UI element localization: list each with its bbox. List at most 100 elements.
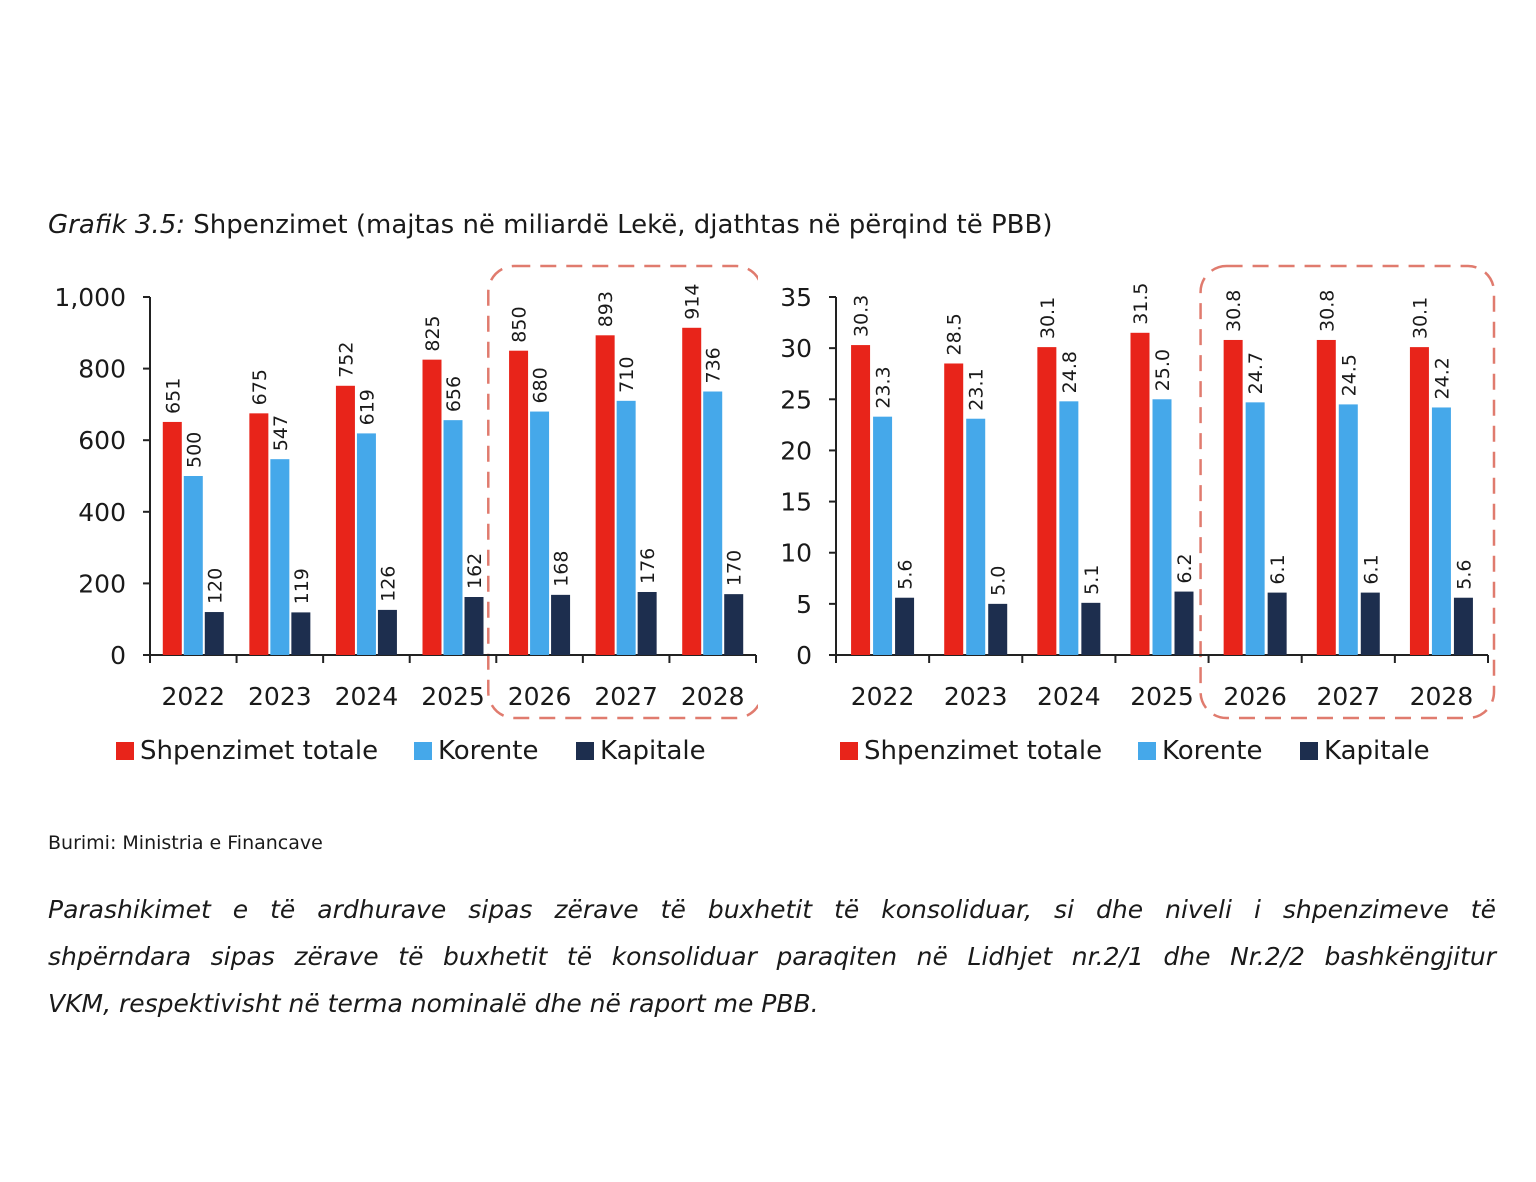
left-y-tick-label: 0 bbox=[110, 641, 126, 670]
left-data-label: 675 bbox=[249, 369, 271, 405]
left-legend-swatch bbox=[414, 742, 432, 760]
left-bar-korente bbox=[703, 391, 723, 655]
left-y-tick-label: 600 bbox=[78, 426, 126, 455]
right-bar-kapitale bbox=[1360, 592, 1380, 655]
left-x-tick-label: 2026 bbox=[508, 682, 572, 711]
left-y-tick-label: 400 bbox=[78, 498, 126, 527]
right-x-tick-label: 2023 bbox=[944, 682, 1008, 711]
right-data-label: 25.0 bbox=[1152, 349, 1174, 391]
left-data-label: 752 bbox=[335, 342, 357, 378]
right-x-tick-label: 2027 bbox=[1316, 682, 1380, 711]
right-y-tick-label: 20 bbox=[780, 436, 812, 465]
right-bar-kapitale bbox=[1174, 591, 1194, 655]
right-bar-korente bbox=[873, 416, 893, 655]
left-bar-korente bbox=[270, 459, 290, 655]
right-forecast-highlight-box bbox=[1199, 264, 1496, 720]
right-data-label: 28.5 bbox=[944, 313, 966, 355]
left-data-label: 893 bbox=[595, 291, 617, 327]
right-data-label: 5.1 bbox=[1081, 565, 1103, 595]
right-data-label: 5.6 bbox=[895, 560, 917, 590]
left-data-label: 850 bbox=[509, 306, 531, 342]
right-bar-shpenzimet-totale bbox=[1223, 339, 1243, 655]
left-bar-kapitale bbox=[377, 609, 397, 655]
right-legend-label: Kapitale bbox=[1324, 736, 1430, 766]
left-y-tick-label: 800 bbox=[78, 355, 126, 384]
left-legend-label: Shpenzimet totale bbox=[140, 736, 378, 766]
right-y-tick-label: 0 bbox=[796, 641, 812, 670]
right-bar-korente bbox=[1245, 402, 1265, 655]
right-data-label: 23.3 bbox=[873, 366, 895, 408]
right-bar-shpenzimet-totale bbox=[1130, 332, 1150, 655]
right-y-tick-label: 25 bbox=[780, 385, 812, 414]
right-bar-kapitale bbox=[1081, 602, 1101, 655]
left-bar-shpenzimet-totale bbox=[422, 359, 442, 655]
left-data-label: 619 bbox=[356, 389, 378, 425]
right-bar-shpenzimet-totale bbox=[1409, 347, 1429, 655]
left-x-tick-label: 2022 bbox=[161, 682, 225, 711]
left-bar-kapitale bbox=[204, 612, 224, 655]
right-bar-korente bbox=[966, 418, 986, 655]
right-data-label: 30.8 bbox=[1316, 290, 1338, 332]
right-bar-kapitale bbox=[1453, 597, 1473, 655]
left-legend-label: Kapitale bbox=[600, 736, 706, 766]
left-bar-shpenzimet-totale bbox=[509, 350, 529, 655]
chart-expenditure-billions: 0 200 400 600 800 1,000 2022 2023 2024 2025 2026 20… bbox=[54, 264, 758, 766]
left-y-tick-label: 1,000 bbox=[54, 283, 126, 312]
left-forecast-highlight-box bbox=[487, 264, 758, 720]
figure-title-text: Shpenzimet (majtas në miliardë Lekë, dja… bbox=[193, 210, 1053, 240]
left-data-label: 500 bbox=[183, 432, 205, 468]
right-legend-swatch bbox=[1138, 742, 1156, 760]
paragraph-line-1: Parashikimet e të ardhurave sipas zërave… bbox=[48, 895, 1496, 924]
left-bar-korente bbox=[616, 400, 636, 655]
left-x-tick-label: 2027 bbox=[594, 682, 658, 711]
right-y-tick-label: 5 bbox=[796, 590, 812, 619]
right-bar-shpenzimet-totale bbox=[1316, 339, 1336, 655]
left-data-label: 170 bbox=[724, 550, 746, 586]
left-legend-label: Korente bbox=[438, 736, 538, 766]
right-bar-shpenzimet-totale bbox=[851, 345, 871, 655]
right-x-tick-label: 2022 bbox=[851, 682, 915, 711]
right-data-label: 23.1 bbox=[966, 368, 988, 410]
left-bar-shpenzimet-totale bbox=[595, 335, 615, 655]
right-bar-kapitale bbox=[895, 597, 915, 655]
left-data-label: 825 bbox=[422, 315, 444, 351]
right-legend-swatch bbox=[840, 742, 858, 760]
paragraph-line-3: VKM, respektivisht në terma nominalë dhe… bbox=[48, 989, 819, 1018]
left-bar-shpenzimet-totale bbox=[682, 327, 702, 655]
left-x-tick-label: 2025 bbox=[421, 682, 485, 711]
right-data-label: 30.8 bbox=[1223, 290, 1245, 332]
right-data-label: 31.5 bbox=[1130, 282, 1152, 324]
right-x-tick-label: 2025 bbox=[1130, 682, 1194, 711]
right-x-tick-label: 2028 bbox=[1410, 682, 1474, 711]
right-y-tick-label: 30 bbox=[780, 334, 812, 363]
right-bar-korente bbox=[1431, 407, 1451, 655]
right-data-label: 24.2 bbox=[1431, 357, 1453, 399]
left-data-label: 914 bbox=[682, 284, 704, 320]
right-data-label: 30.1 bbox=[1409, 297, 1431, 339]
right-data-label: 24.5 bbox=[1338, 354, 1360, 396]
left-legend-swatch bbox=[576, 742, 594, 760]
left-bar-kapitale bbox=[551, 594, 571, 655]
left-bar-kapitale bbox=[637, 591, 657, 655]
right-data-label: 6.2 bbox=[1174, 553, 1196, 583]
left-bar-shpenzimet-totale bbox=[335, 385, 355, 655]
left-bar-shpenzimet-totale bbox=[162, 421, 182, 655]
source-note: Burimi: Ministria e Financave bbox=[48, 832, 323, 854]
right-data-label: 30.1 bbox=[1037, 297, 1059, 339]
right-data-label: 5.0 bbox=[988, 566, 1010, 596]
right-x-tick-label: 2026 bbox=[1223, 682, 1287, 711]
left-data-label: 126 bbox=[377, 566, 399, 602]
right-bar-korente bbox=[1338, 404, 1358, 655]
left-data-label: 168 bbox=[551, 551, 573, 587]
left-data-label: 710 bbox=[616, 357, 638, 393]
right-bar-shpenzimet-totale bbox=[1037, 347, 1057, 655]
figure-title: Grafik 3.5: Shpenzimet (majtas në miliar… bbox=[48, 210, 1052, 240]
left-data-label: 162 bbox=[464, 553, 486, 589]
left-x-tick-label: 2023 bbox=[248, 682, 312, 711]
left-data-label: 680 bbox=[530, 367, 552, 403]
right-bar-kapitale bbox=[988, 603, 1008, 655]
left-bar-kapitale bbox=[291, 612, 311, 655]
left-data-label: 656 bbox=[443, 376, 465, 412]
right-legend-label: Korente bbox=[1162, 736, 1262, 766]
